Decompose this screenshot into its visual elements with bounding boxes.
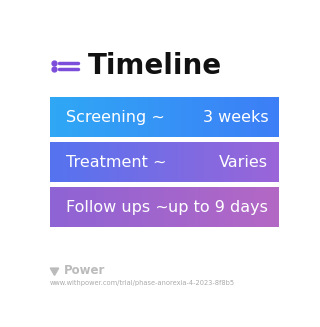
Text: Follow ups ~: Follow ups ~ — [66, 199, 169, 215]
Text: www.withpower.com/trial/phase-anorexia-4-2023-8f8b5: www.withpower.com/trial/phase-anorexia-4… — [50, 280, 235, 286]
Text: Timeline: Timeline — [88, 52, 222, 80]
FancyBboxPatch shape — [47, 184, 281, 230]
Text: Screening ~: Screening ~ — [66, 111, 165, 126]
Text: Power: Power — [64, 264, 105, 277]
FancyBboxPatch shape — [47, 140, 281, 185]
Text: up to 9 days: up to 9 days — [168, 199, 268, 215]
Text: Treatment ~: Treatment ~ — [66, 155, 166, 170]
Text: 3 weeks: 3 weeks — [203, 111, 268, 126]
FancyBboxPatch shape — [47, 95, 281, 141]
Text: Varies: Varies — [219, 155, 268, 170]
